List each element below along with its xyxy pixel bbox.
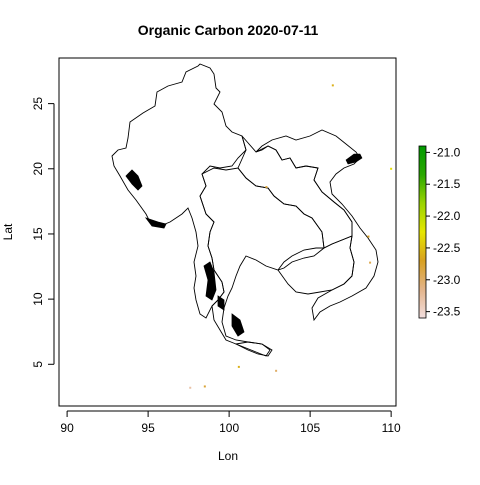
x-tick-label: 95 — [141, 421, 155, 435]
myanmar-outline — [111, 63, 247, 319]
coastal-islands — [125, 169, 245, 337]
data-point — [275, 369, 278, 372]
laos-outline — [237, 135, 353, 249]
data-point — [331, 84, 334, 87]
data-points — [189, 84, 393, 389]
legend-tick-label: -22.5 — [433, 241, 461, 255]
data-point — [265, 186, 268, 189]
data-point — [203, 385, 206, 388]
data-point — [237, 365, 240, 368]
x-axis: 90 95 100 105 110 — [60, 410, 401, 435]
legend-tick-label: -21.0 — [433, 145, 461, 159]
y-tick-label: 15 — [31, 227, 45, 241]
x-tick-label: 105 — [300, 421, 320, 435]
x-tick-label: 100 — [219, 421, 239, 435]
legend-tick-label: -23.5 — [433, 305, 461, 319]
thailand-outline — [199, 167, 325, 357]
data-point — [189, 386, 192, 389]
y-axis: 5 10 15 20 25 — [31, 97, 55, 368]
chart-title: Organic Carbon 2020-07-11 — [138, 22, 319, 38]
color-legend: -21.0 -21.5 -22.0 -22.5 -23.0 -23.5 — [418, 145, 461, 319]
hainan-outline — [345, 153, 363, 165]
legend-tick-label: -23.0 — [433, 273, 461, 287]
country-borders — [111, 63, 379, 357]
legend-colorbar — [418, 145, 427, 319]
x-tick-label: 90 — [60, 421, 74, 435]
plot-frame — [58, 57, 397, 407]
malaysia-outline — [234, 341, 273, 357]
legend-tick-label: -21.5 — [433, 177, 461, 191]
data-point — [367, 235, 370, 238]
vietnam-outline — [255, 129, 379, 322]
data-point — [369, 261, 372, 264]
y-axis-label: Lat — [1, 223, 15, 240]
legend-tick-label: -22.0 — [433, 209, 461, 223]
x-axis-label: Lon — [218, 449, 238, 463]
y-tick-label: 10 — [31, 292, 45, 306]
y-tick-label: 25 — [31, 97, 45, 111]
y-tick-label: 5 — [31, 361, 45, 368]
cambodia-outline — [277, 235, 355, 295]
data-point — [390, 167, 393, 170]
y-tick-label: 20 — [31, 162, 45, 176]
x-tick-label: 110 — [382, 421, 401, 435]
